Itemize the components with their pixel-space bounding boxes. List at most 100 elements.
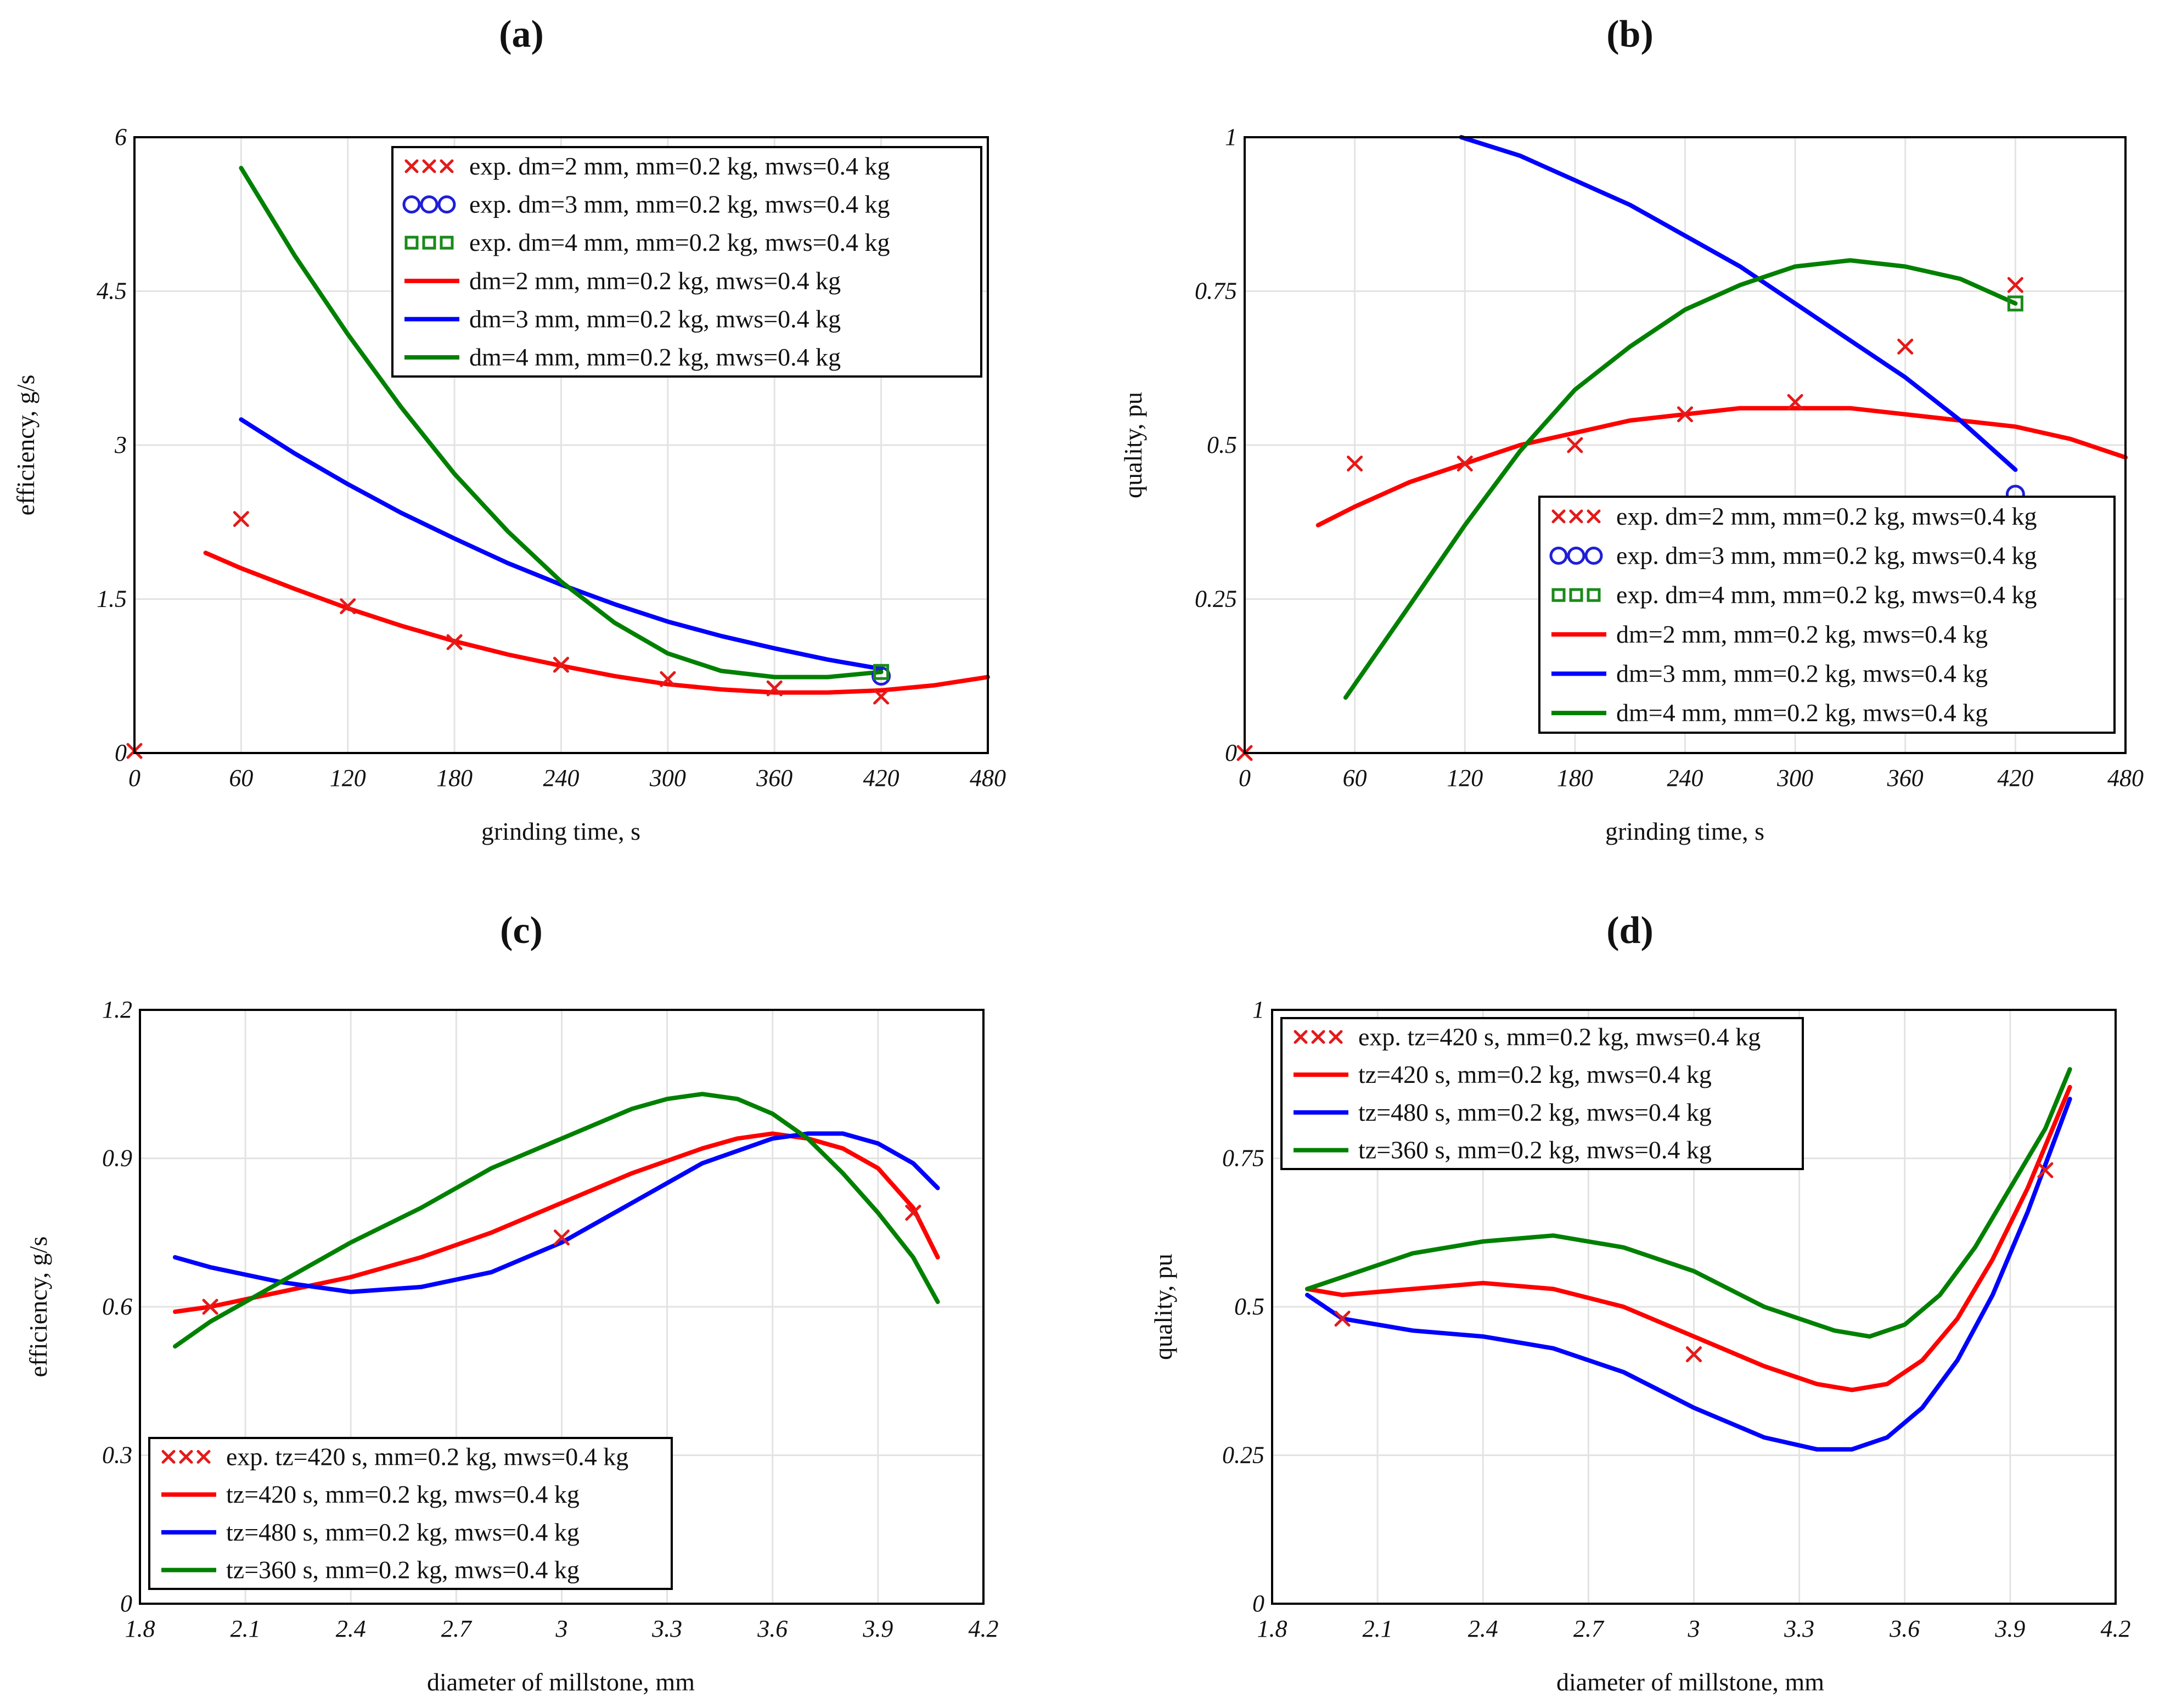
data-point-a-0-3-stroke-2: [446, 634, 463, 650]
panel-label-d: (d): [1606, 909, 1654, 952]
panel-b: (b) 0 60 120 180 240 300 360 420 480 0 0.25 0.5 0.7…: [1119, 13, 2144, 845]
data-point-a-0-3: [446, 634, 463, 650]
panel-label-a: (a): [499, 13, 544, 55]
legend-box-a: [391, 146, 982, 378]
x-tick-label-b-2: 120: [1447, 765, 1483, 791]
data-point-c-0-1: [554, 1229, 570, 1246]
legend-entry-d-0: exp. tz=420 s, mm=0.2 kg, mws=0.4 kg: [1294, 1022, 1761, 1050]
legend-label-d-1: tz=420 s, mm=0.2 kg, mws=0.4 kg: [1358, 1060, 1712, 1088]
legend-entry-b-5: dm=4 mm, mm=0.2 kg, mws=0.4 kg: [1551, 699, 1988, 727]
legend-marker-a-1-2: [437, 195, 456, 214]
x-tick-label-d-2: 2.4: [1468, 1615, 1498, 1642]
y-tick-label-d-0: 0: [1252, 1590, 1264, 1617]
data-point-a-0-6: [766, 680, 783, 696]
legend-marker-c-0-0: [161, 1449, 176, 1464]
legend-marker-a-1-0: [402, 195, 421, 214]
y-tick-label-c-1: 0.3: [102, 1442, 132, 1469]
legend-entry-d-3: tz=360 s, mm=0.2 kg, mws=0.4 kg: [1294, 1136, 1712, 1164]
data-point-b-0-3-stroke-2: [1567, 437, 1583, 453]
legend-entry-c-1: tz=420 s, mm=0.2 kg, mws=0.4 kg: [161, 1480, 580, 1508]
legend-marker-c-0-2: [196, 1449, 211, 1464]
y-tick-label-a-4: 6: [115, 123, 127, 150]
data-point-a-0-5-stroke-2: [660, 671, 676, 687]
legend-label-a-1: exp. dm=3 mm, mm=0.2 kg, mws=0.4 kg: [469, 190, 890, 218]
panel-c: (c) 1.8 2.1 2.4 2.7 3 3.3 3.6 3.9 4.2 0 0.3 0.6 0.9…: [24, 909, 999, 1696]
data-point-d-0-0: [1334, 1311, 1351, 1327]
legend-marker-a-0-1: [422, 159, 436, 173]
series-line-b-4: [1459, 135, 2018, 472]
panel-b-y-ticks: 0 0.25 0.5 0.75 1: [1195, 123, 1237, 766]
x-tick-label-c-7: 3.9: [862, 1615, 893, 1642]
panel-c-frame: [139, 1009, 985, 1605]
legend-entry-a-1: exp. dm=3 mm, mm=0.2 kg, mws=0.4 kg: [402, 190, 890, 218]
data-point-a-0-4: [553, 656, 569, 673]
legend-marker-b-2-1: [1569, 588, 1583, 602]
legend-box-c: [148, 1437, 673, 1590]
panel-c-legend: exp. tz=420 s, mm=0.2 kg, mws=0.4 kg tz=4…: [148, 1437, 673, 1590]
data-point-b-0-2-stroke-2: [1457, 456, 1473, 472]
x-tick-label-d-3: 2.7: [1573, 1615, 1605, 1642]
x-tick-label-a-3: 180: [436, 765, 473, 791]
y-tick-label-a-3: 4.5: [97, 278, 127, 305]
panel-a-x-ticks: 0 60 120 180 240 300 360 420 480: [128, 765, 1006, 791]
legend-label-b-2: exp. dm=4 mm, mm=0.2 kg, mws=0.4 kg: [1616, 581, 2037, 609]
y-axis-title-c: efficiency, g/s: [24, 1237, 52, 1378]
x-tick-label-c-4: 3: [555, 1615, 568, 1642]
data-point-a-0-2-stroke-2: [340, 598, 356, 615]
legend-entry-b-0: exp. dm=2 mm, mm=0.2 kg, mws=0.4 kg: [1551, 502, 2037, 530]
data-point-c-0-0: [202, 1299, 218, 1315]
x-axis-title-a: grinding time, s: [481, 817, 640, 845]
legend-marker-c-0-0-stroke-2: [161, 1449, 176, 1464]
data-point-b-0-4: [1677, 406, 1693, 423]
legend-marker-c-0-2-stroke-2: [196, 1449, 211, 1464]
legend-entry-c-3: tz=360 s, mm=0.2 kg, mws=0.4 kg: [161, 1556, 580, 1584]
data-point-a-2-0: [873, 664, 890, 680]
legend-entry-d-2: tz=480 s, mm=0.2 kg, mws=0.4 kg: [1294, 1098, 1712, 1126]
legend-entry-a-5: dm=4 mm, mm=0.2 kg, mws=0.4 kg: [404, 343, 841, 371]
panel-d-frame: [1271, 1009, 2117, 1605]
x-tick-label-a-1: 60: [229, 765, 253, 791]
legend-marker-d-0-1: [1311, 1030, 1325, 1044]
panel-b-x-ticks: 0 60 120 180 240 300 360 420 480: [1239, 765, 2144, 791]
legend-entry-a-2: exp. dm=4 mm, mm=0.2 kg, mws=0.4 kg: [404, 228, 890, 256]
legend-label-b-0: exp. dm=2 mm, mm=0.2 kg, mws=0.4 kg: [1616, 502, 2037, 530]
series-line-d-3: [1305, 1067, 2072, 1339]
x-tick-label-d-4: 3: [1688, 1615, 1700, 1642]
legend-marker-b-1-1: [1567, 547, 1585, 565]
legend-label-b-4: dm=3 mm, mm=0.2 kg, mws=0.4 kg: [1616, 660, 1988, 688]
legend-marker-a-0-0: [404, 159, 419, 173]
series-line-b-3: [1315, 406, 2128, 527]
x-tick-label-d-7: 3.9: [1994, 1615, 2025, 1642]
legend-entry-d-1: tz=420 s, mm=0.2 kg, mws=0.4 kg: [1294, 1060, 1712, 1088]
legend-marker-b-0-2-stroke-2: [1587, 509, 1601, 524]
legend-entry-b-1: exp. dm=3 mm, mm=0.2 kg, mws=0.4 kg: [1549, 542, 2037, 570]
panel-d: (d) 1.8 2.1 2.4 2.7 3 3.3 3.6 3.9 4.2 0 0.25 0.5 0.…: [1149, 909, 2131, 1696]
legend-marker-b-2-0: [1551, 588, 1566, 602]
y-tick-label-c-4: 1.2: [102, 996, 132, 1023]
data-point-a-0-1-stroke-2: [233, 511, 249, 527]
legend-label-b-1: exp. dm=3 mm, mm=0.2 kg, mws=0.4 kg: [1616, 542, 2037, 570]
x-tick-label-b-8: 480: [2107, 765, 2144, 791]
x-tick-label-d-5: 3.3: [1784, 1615, 1814, 1642]
y-tick-label-a-1: 1.5: [97, 586, 127, 613]
legend-marker-d-0-0: [1294, 1030, 1308, 1044]
data-point-a-0-1: [233, 511, 249, 527]
legend-label-d-0: exp. tz=420 s, mm=0.2 kg, mws=0.4 kg: [1358, 1022, 1761, 1050]
data-point-b-0-5: [1787, 394, 1803, 410]
x-tick-label-b-6: 360: [1887, 765, 1924, 791]
y-axis-title-d: quality, pu: [1149, 1254, 1177, 1360]
series-line-d-1: [1305, 1085, 2072, 1392]
legend-entry-a-3: dm=2 mm, mm=0.2 kg, mws=0.4 kg: [404, 267, 841, 295]
data-point-b-0-1: [1347, 456, 1363, 472]
x-tick-label-b-0: 0: [1239, 765, 1251, 791]
legend-marker-b-2-2: [1587, 588, 1601, 602]
series-line-a-3: [203, 550, 990, 695]
data-point-a-1-0: [871, 666, 891, 686]
data-point-d-0-2-stroke-2: [2037, 1162, 2054, 1178]
panel-a: (a) 0 60 120 180 240 300 360 420 480 0 1.5 3 4.5 6 g…: [12, 13, 1006, 845]
x-tick-label-c-8: 4.2: [969, 1615, 999, 1642]
x-tick-label-b-4: 240: [1667, 765, 1703, 791]
legend-marker-a-2-2: [440, 235, 454, 250]
x-tick-label-c-5: 3.3: [651, 1615, 682, 1642]
